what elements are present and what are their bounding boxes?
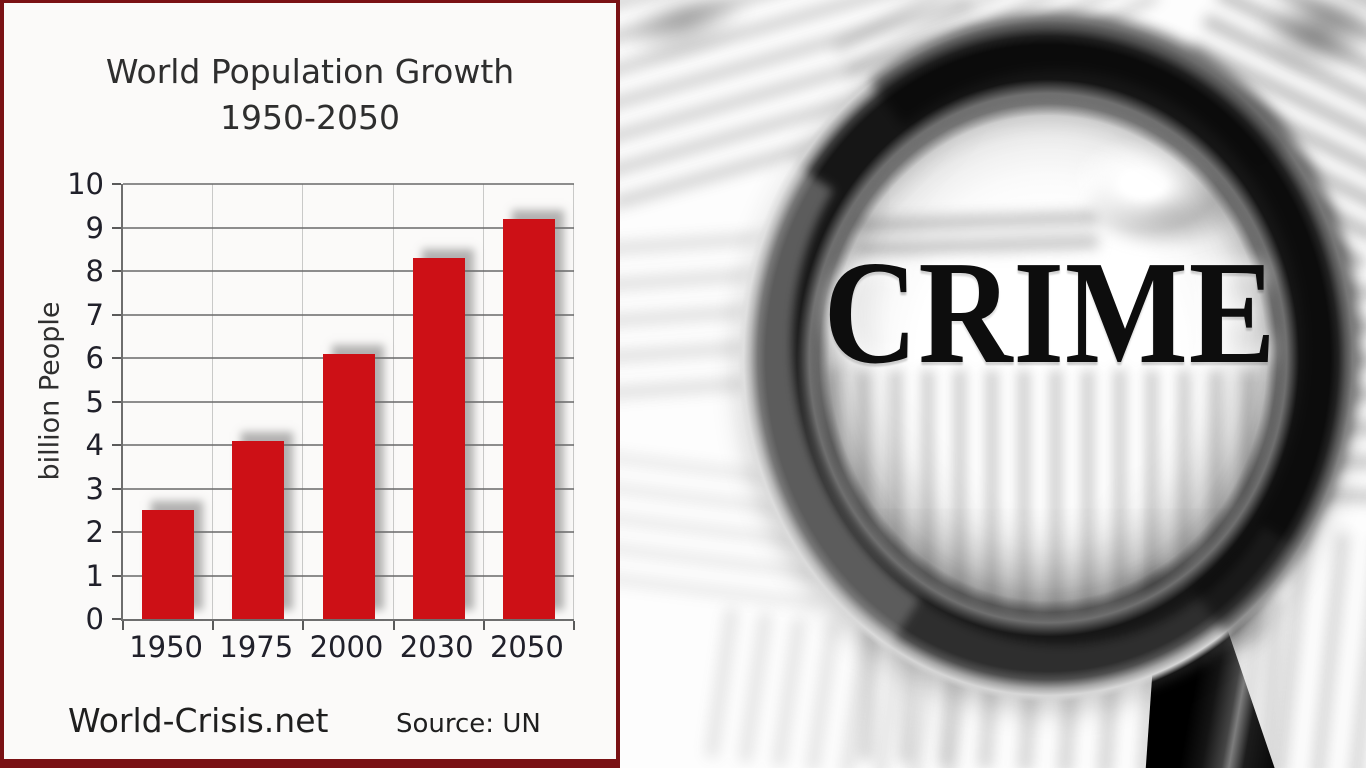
gridline-vertical xyxy=(212,184,214,619)
chart-title: World Population Growth 1950-2050 xyxy=(4,49,616,141)
bar-2030 xyxy=(412,257,465,619)
x-tick-label: 2000 xyxy=(309,630,384,664)
y-tick-label: 4 xyxy=(85,428,104,462)
x-axis-tick xyxy=(573,621,575,630)
y-axis-tick xyxy=(112,618,121,620)
brand-text: World-Crisis.net xyxy=(68,701,329,740)
gridline xyxy=(123,270,574,272)
y-axis-tick xyxy=(112,357,121,359)
y-axis-tick xyxy=(112,487,121,490)
chart-title-line2: 1950-2050 xyxy=(220,98,400,137)
x-axis-tick xyxy=(482,621,485,630)
source-text: Source: UN xyxy=(396,709,541,739)
y-tick-label: 8 xyxy=(85,254,104,288)
crime-graphic-panel: CRIME xyxy=(620,0,1366,768)
gridline xyxy=(123,226,574,229)
bar-2050 xyxy=(502,218,555,619)
bar-1950 xyxy=(142,510,195,619)
chart-title-line1: World Population Growth xyxy=(105,52,515,91)
gridline xyxy=(123,183,574,185)
x-axis-tick-labels: 1950 1975 2000 2030 2050 xyxy=(121,630,572,666)
y-tick-label: 6 xyxy=(85,341,104,375)
newspaper-blur-blob xyxy=(1260,0,1366,70)
x-tick-label: 1975 xyxy=(219,630,294,664)
gridline-vertical xyxy=(392,184,394,619)
x-axis-tick xyxy=(122,621,124,630)
gridline-vertical xyxy=(482,184,484,619)
y-tick-label: 1 xyxy=(85,558,104,593)
y-axis-tick xyxy=(112,226,121,229)
y-tick-label: 0 xyxy=(85,602,104,636)
y-tick-label: 9 xyxy=(85,210,104,245)
x-tick-label: 2030 xyxy=(399,630,474,664)
crime-headline: CRIME xyxy=(823,231,1277,395)
y-axis-tick xyxy=(112,183,121,185)
x-tick-label: 2050 xyxy=(489,630,564,664)
y-axis-tick xyxy=(112,313,121,316)
gridline-vertical xyxy=(573,184,574,619)
y-axis-tick xyxy=(112,531,121,533)
y-tick-label: 3 xyxy=(85,471,104,506)
y-axis-tick xyxy=(112,270,121,272)
population-chart-panel: World Population Growth 1950-2050 billio… xyxy=(0,0,620,768)
x-axis-tick xyxy=(212,621,215,630)
y-tick-label: 7 xyxy=(85,297,104,332)
y-axis-tick xyxy=(112,444,121,446)
y-tick-label: 2 xyxy=(85,515,104,549)
x-axis-tick xyxy=(302,621,305,630)
y-axis-tick xyxy=(112,400,121,403)
bar-2000 xyxy=(322,353,375,619)
x-tick-label: 1950 xyxy=(129,630,203,664)
plot-area xyxy=(112,183,575,630)
y-axis-tick-labels: 0 1 2 3 4 5 6 7 8 9 10 xyxy=(38,167,104,636)
magnifier-ring-icon xyxy=(736,12,1360,704)
y-tick-label: 5 xyxy=(85,384,104,419)
x-axis-tick xyxy=(392,621,395,630)
bar-1975 xyxy=(232,440,285,619)
gridline-vertical xyxy=(302,184,304,619)
y-axis-tick xyxy=(112,574,121,577)
y-tick-label: 10 xyxy=(67,167,104,201)
gridline xyxy=(123,313,574,316)
